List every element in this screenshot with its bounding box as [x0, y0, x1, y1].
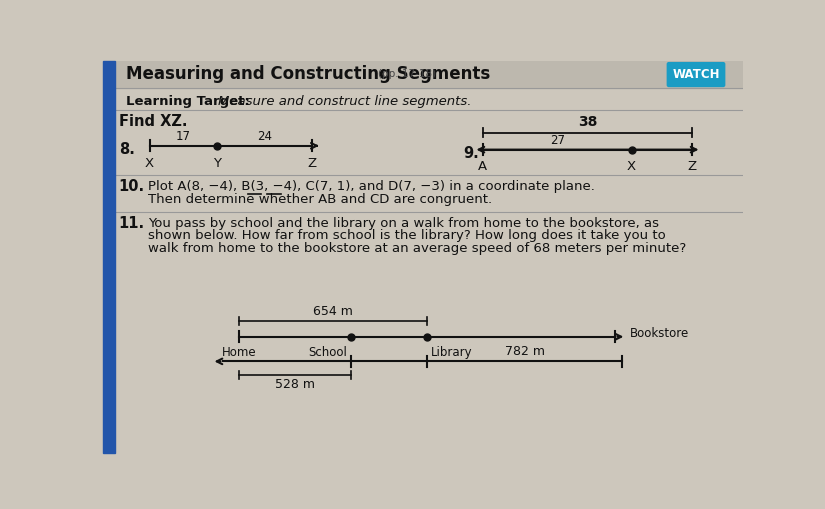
Text: Home: Home: [221, 346, 256, 359]
Text: X: X: [145, 157, 154, 169]
Text: 17: 17: [176, 130, 191, 144]
Text: shown below. How far from school is the library? How long does it take you to: shown below. How far from school is the …: [148, 230, 666, 242]
Text: Z: Z: [687, 160, 696, 174]
Text: Learning Target:: Learning Target:: [126, 95, 250, 107]
Text: A: A: [478, 160, 488, 174]
Text: 654 m: 654 m: [313, 305, 353, 318]
Text: (pp. 17-18): (pp. 17-18): [378, 69, 436, 79]
Text: WATCH: WATCH: [672, 68, 719, 80]
Text: 782 m: 782 m: [505, 345, 544, 357]
Text: X: X: [627, 160, 636, 174]
Text: You pass by school and the library on a walk from home to the bookstore, as: You pass by school and the library on a …: [148, 217, 659, 230]
Text: 27: 27: [549, 134, 565, 147]
Bar: [103, 61, 115, 453]
Text: 9.: 9.: [464, 146, 479, 161]
Text: Z: Z: [308, 157, 317, 169]
FancyBboxPatch shape: [667, 63, 724, 87]
Text: School: School: [309, 346, 347, 359]
Text: 38: 38: [578, 115, 597, 129]
Text: Plot A(8, −4), B(3, −4), C(7, 1), and D(7, −3) in a coordinate plane.: Plot A(8, −4), B(3, −4), C(7, 1), and D(…: [148, 180, 595, 193]
Text: 10.: 10.: [119, 179, 144, 194]
Text: Bookstore: Bookstore: [630, 327, 690, 340]
Text: 8.: 8.: [119, 142, 134, 157]
Text: 24: 24: [257, 130, 272, 144]
Text: walk from home to the bookstore at an average speed of 68 meters per minute?: walk from home to the bookstore at an av…: [148, 242, 686, 254]
Text: 11.: 11.: [119, 216, 144, 231]
Text: Then determine whether AB and CD are congruent.: Then determine whether AB and CD are con…: [148, 193, 493, 206]
Text: 528 m: 528 m: [275, 378, 315, 391]
Text: Measure and construct line segments.: Measure and construct line segments.: [218, 95, 471, 107]
Text: Find XZ.: Find XZ.: [119, 114, 187, 129]
Bar: [115, 61, 742, 88]
Text: Measuring and Constructing Segments: Measuring and Constructing Segments: [126, 65, 491, 83]
Text: Library: Library: [431, 346, 473, 359]
Text: Y: Y: [213, 157, 221, 169]
